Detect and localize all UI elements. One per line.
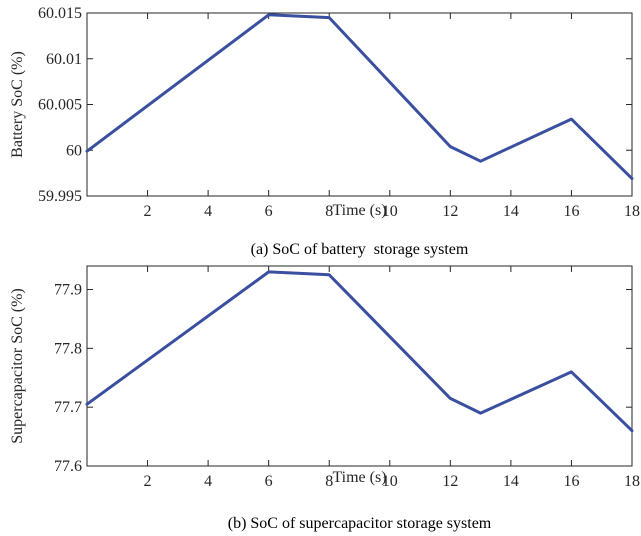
chart1-x-axis-label: Time (s) — [332, 469, 386, 486]
chart1-x-tick-label: 14 — [503, 473, 519, 490]
chart1-y-axis-label: Supercapacitor SoC (%) — [9, 288, 26, 444]
chart1-x-tick-label: 6 — [265, 473, 273, 490]
chart0-series-line — [85, 13, 634, 181]
chart0-axes-box — [86, 12, 633, 197]
chart0-x-tick-label: 18 — [624, 203, 640, 220]
chart1-x-tick-label: 18 — [624, 473, 640, 490]
chart1-panel: 2 4 6 8 10 12 14 16 18 77.6 77.7 77.8 77.9 Time (s) Su… — [9, 265, 640, 532]
chart1-x-tick-label: 10 — [382, 473, 398, 490]
chart1-x-tick-label: 2 — [144, 473, 152, 490]
chart0-x-tick-label: 10 — [382, 203, 398, 220]
chart0-y-tick-label: 60.015 — [38, 5, 82, 22]
chart1-y-tick-label: 77.6 — [54, 458, 82, 475]
chart0-panel: 2 4 6 8 10 12 14 16 18 59.995 60 60.005 60.01 60.015 T… — [9, 5, 640, 258]
chart0-x-tick-label: 12 — [442, 203, 458, 220]
chart0-caption: (a) SoC of battery storage system — [251, 241, 469, 258]
chart1-y-tick-label: 77.7 — [54, 399, 82, 416]
chart1-x-tick-label: 16 — [563, 473, 579, 490]
chart0-y-tick-label: 60.01 — [46, 51, 82, 68]
chart1-series-line — [85, 270, 634, 433]
chart1-caption: (b) SoC of supercapacitor storage system — [228, 515, 492, 532]
chart0-x-tick-label: 14 — [503, 203, 519, 220]
chart1-y-tick-label: 77.8 — [54, 340, 82, 357]
chart0-x-tick-label: 16 — [563, 203, 579, 220]
chart0-y-axis-label: Battery SoC (%) — [9, 51, 26, 158]
chart0-x-tick-label: 4 — [204, 203, 212, 220]
chart0-y-tick-label: 59.995 — [38, 188, 82, 205]
chart1-axes-box — [86, 265, 633, 467]
chart1-x-tick-label: 12 — [442, 473, 458, 490]
chart0-y-tick-label: 60.005 — [38, 97, 82, 114]
chart0-x-axis-label: Time (s) — [332, 202, 386, 219]
chart0-y-tick-label: 60 — [66, 142, 82, 159]
chart0-x-tick-label: 8 — [325, 203, 333, 220]
chart1-x-tick-label: 8 — [325, 473, 333, 490]
chart1-x-tick-label: 4 — [204, 473, 212, 490]
chart0-x-tick-label: 2 — [144, 203, 152, 220]
chart1-y-tick-label: 77.9 — [54, 282, 82, 299]
chart0-x-tick-label: 6 — [265, 203, 273, 220]
